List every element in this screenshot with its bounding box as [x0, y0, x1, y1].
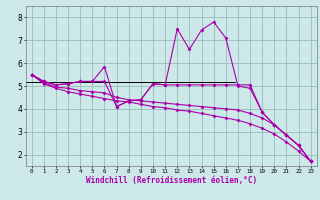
X-axis label: Windchill (Refroidissement éolien,°C): Windchill (Refroidissement éolien,°C): [86, 176, 257, 185]
